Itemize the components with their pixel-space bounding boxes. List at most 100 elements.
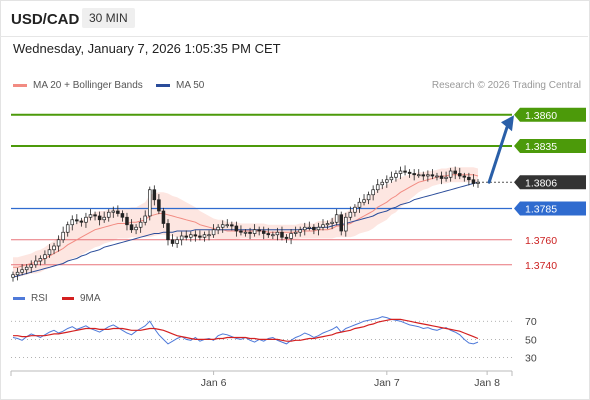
candle-body — [357, 201, 362, 208]
candle-body — [284, 236, 289, 239]
level-tag-1.3785 — [514, 201, 586, 216]
candle-body — [344, 216, 348, 232]
candle-body — [252, 229, 257, 234]
candle-body — [362, 199, 366, 203]
candle-body — [97, 215, 102, 221]
candle-body — [143, 215, 147, 223]
candle-body — [61, 231, 65, 241]
candle-body — [403, 170, 407, 173]
candle-body — [184, 235, 188, 238]
candle-body — [24, 266, 29, 271]
candle-body — [416, 174, 421, 177]
candle-body — [52, 245, 56, 251]
legend-ma50-label: MA 50 — [176, 80, 205, 91]
candle-body — [198, 235, 202, 238]
forecast-arrow-line — [487, 125, 509, 184]
rsi-tick-label: 50 — [525, 334, 537, 346]
x-tick-label: Jan 7 — [374, 377, 400, 389]
candle-body — [325, 223, 330, 226]
legend-swatch-ma50 — [156, 84, 170, 87]
candle-body — [448, 170, 453, 178]
candle-body — [211, 229, 216, 236]
candle-body — [371, 189, 375, 196]
candle-body — [266, 233, 271, 236]
candle-body — [11, 274, 15, 278]
candle-body — [148, 189, 152, 217]
credit-label: Research © 2026 Trading Central — [431, 80, 581, 91]
candle-body — [129, 224, 134, 231]
candle-body — [261, 230, 266, 234]
level-tag-1.3835 — [514, 139, 586, 153]
candle-body — [234, 225, 239, 232]
level-label-1.3760: 1.3760 — [525, 235, 557, 247]
legend-ma50: MA 50 — [156, 80, 204, 91]
candle-body — [166, 223, 170, 241]
candle-body — [157, 199, 161, 212]
rsi-ma-line — [13, 318, 479, 342]
candle-body — [220, 224, 225, 228]
candle-body — [230, 224, 234, 227]
legend-bollinger-label: MA 20 + Bollinger Bands — [33, 80, 143, 91]
candle-body — [303, 226, 307, 231]
datetime-label: Wednesday, January 7, 2026 1:05:35 PM CE… — [13, 41, 281, 56]
candle-body — [138, 221, 143, 228]
x-tick-label: Jan 6 — [201, 377, 227, 389]
symbol-title: USD/CAD — [11, 11, 80, 28]
candle-body — [225, 224, 230, 227]
rsi-tick-label: 30 — [525, 352, 537, 364]
candle-body — [29, 264, 33, 268]
candle-body — [467, 176, 471, 181]
candle-body — [316, 226, 321, 231]
candle-body — [43, 254, 47, 259]
candle-body — [334, 214, 339, 223]
legend-swatch-ma20 — [13, 84, 27, 87]
legend-swatch-rsi-ma — [62, 297, 74, 300]
candle-body — [243, 231, 248, 234]
candle-body — [298, 229, 302, 233]
level-tag-1.3860 — [514, 107, 586, 122]
candle-body — [330, 221, 334, 224]
legend-bollinger: MA 20 + Bollinger Bands — [13, 80, 143, 91]
legend-rsi-ma: 9MA — [62, 293, 101, 304]
candle-body — [407, 171, 412, 174]
candle-body — [321, 224, 325, 228]
candle-body — [239, 230, 243, 233]
legend-rsi: RSI — [13, 293, 48, 304]
level-label-1.3835: 1.3835 — [525, 141, 557, 153]
candle-body — [375, 184, 380, 191]
candle-body — [476, 181, 480, 184]
candle-body — [458, 173, 462, 177]
candle-body — [179, 235, 184, 241]
legend-swatch-rsi — [13, 297, 25, 300]
candle-body — [353, 206, 357, 213]
candle-body — [385, 179, 389, 183]
candle-body — [79, 220, 84, 223]
candle-body — [216, 226, 220, 231]
candle-body — [307, 226, 312, 229]
candle-body — [175, 239, 179, 244]
candle-body — [70, 219, 75, 226]
level-label-1.3740: 1.3740 — [525, 260, 557, 272]
candle-body — [56, 239, 61, 247]
candle-body — [430, 174, 435, 177]
candle-body — [339, 214, 343, 232]
candle-body — [88, 214, 93, 218]
candle-body — [75, 219, 79, 222]
level-label-1.3785: 1.3785 — [525, 204, 557, 216]
candle-body — [189, 234, 193, 238]
level-label-1.3860: 1.3860 — [525, 110, 557, 122]
forecast-arrow-head — [501, 115, 514, 132]
candle-body — [271, 234, 275, 237]
candle-body — [348, 211, 353, 218]
candle-body — [275, 231, 280, 236]
candle-body — [394, 173, 398, 178]
candle-body — [366, 194, 371, 201]
candle-body — [47, 249, 52, 256]
candle-body — [193, 234, 198, 237]
timeframe-button[interactable]: 30 MIN — [82, 8, 135, 28]
candle-body — [444, 176, 448, 179]
candle-body — [389, 176, 394, 181]
candle-body — [20, 269, 24, 273]
